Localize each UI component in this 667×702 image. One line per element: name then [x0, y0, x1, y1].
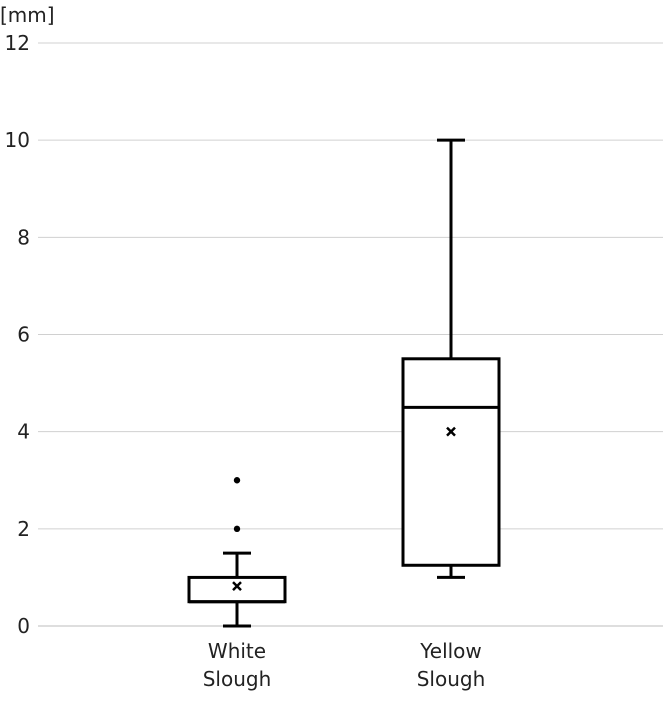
grid-lines [38, 42, 663, 627]
box-group-0 [187, 477, 287, 628]
y-tick-label-6: 6 [17, 323, 30, 347]
category-label-0-line2: Slough [203, 667, 272, 691]
y-tick-label-4: 4 [17, 420, 30, 444]
category-label-0-line1: White [208, 639, 266, 663]
y-axis-ticks: 0 2 4 6 8 10 12 [5, 31, 30, 638]
category-labels: White Slough Yellow Slough [203, 639, 486, 691]
category-label-1-line2: Slough [417, 667, 486, 691]
iqr-box [401, 357, 501, 567]
category-label-1-line1: Yellow [419, 639, 482, 663]
y-tick-label-8: 8 [17, 225, 30, 249]
box-group-1 [401, 138, 501, 579]
y-tick-label-2: 2 [17, 517, 30, 541]
iqr-box [187, 575, 287, 604]
mean-marker-stroke-b [446, 426, 456, 437]
mean-marker [232, 581, 242, 592]
y-tick-label-12: 12 [5, 31, 30, 55]
outlier-point-1 [233, 477, 241, 484]
outlier-point-0 [233, 525, 241, 533]
box-series [187, 138, 501, 628]
unit-label: [mm] [0, 3, 55, 27]
y-tick-label-10: 10 [5, 128, 30, 152]
mean-marker-stroke-b [232, 581, 242, 592]
y-tick-label-0: 0 [17, 614, 30, 638]
mean-marker [446, 426, 456, 437]
